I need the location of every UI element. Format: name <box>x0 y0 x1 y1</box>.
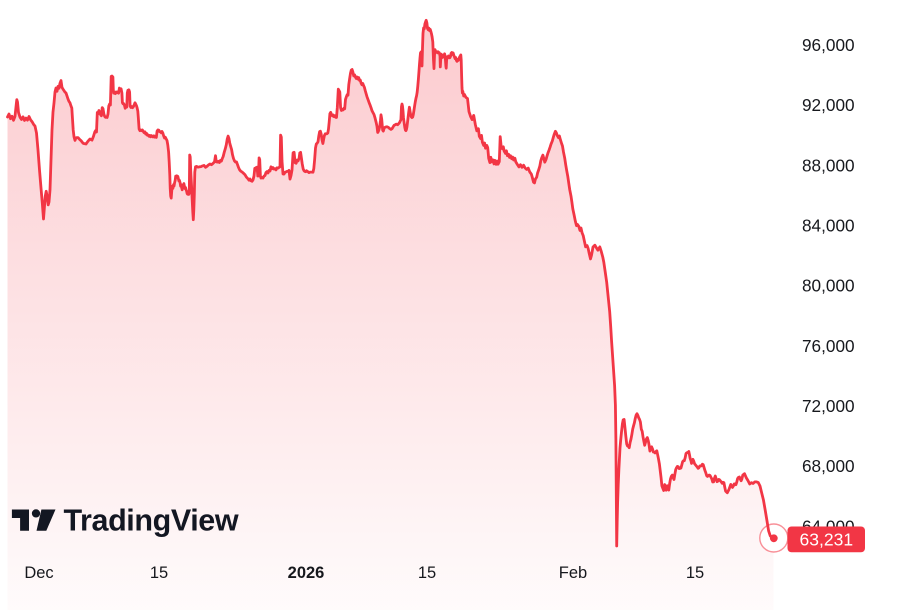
svg-text:68,000: 68,000 <box>802 456 855 476</box>
svg-text:80,000: 80,000 <box>802 276 855 296</box>
svg-text:84,000: 84,000 <box>802 216 855 236</box>
svg-text:63,231: 63,231 <box>800 530 854 550</box>
svg-text:15: 15 <box>686 564 704 582</box>
svg-text:96,000: 96,000 <box>802 35 855 55</box>
svg-text:Feb: Feb <box>559 564 587 582</box>
svg-text:88,000: 88,000 <box>802 155 855 175</box>
svg-text:Dec: Dec <box>24 564 53 582</box>
svg-text:TradingView: TradingView <box>64 504 239 538</box>
svg-text:92,000: 92,000 <box>802 95 855 115</box>
svg-text:72,000: 72,000 <box>802 396 855 416</box>
svg-text:15: 15 <box>150 564 168 582</box>
svg-text:15: 15 <box>418 564 436 582</box>
svg-text:2026: 2026 <box>288 564 325 582</box>
svg-text:76,000: 76,000 <box>802 336 855 356</box>
